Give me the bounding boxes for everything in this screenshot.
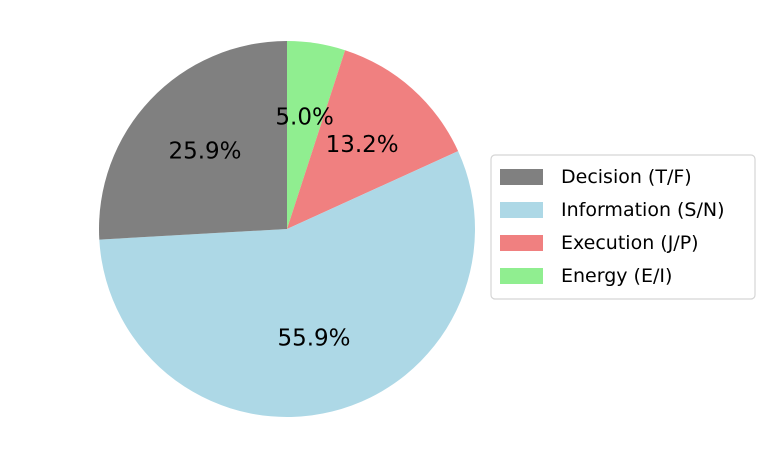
pie-slice-decision-t-f	[98, 41, 287, 240]
legend-label-decision-t-f: Decision (T/F)	[561, 166, 692, 188]
slices-layer	[98, 41, 475, 418]
labels-layer: 5.0%13.2% 55.9% 25.9%	[168, 105, 398, 352]
legend-swatch-information-s-n	[500, 202, 543, 218]
slice-label-decision-t-f: 25.9%	[168, 139, 241, 165]
slice-label-energy-e-i: 5.0%	[275, 105, 333, 131]
legend-frame	[490, 154, 756, 300]
pie-slice-energy-e-i	[287, 41, 346, 229]
legend-entry-decision-t-f: Decision (T/F)	[500, 166, 692, 188]
legend-label-information-s-n: Information (S/N)	[561, 199, 725, 221]
legend-label-execution-j-p: Execution (J/P)	[561, 232, 699, 254]
legend-entry-energy-e-i: Energy (E/I)	[500, 265, 672, 287]
legend-entry-execution-j-p: Execution (J/P)	[500, 232, 699, 254]
legend-label-energy-e-i: Energy (E/I)	[561, 265, 672, 287]
legend-swatch-energy-e-i	[500, 268, 543, 284]
slice-label-execution-j-p: 13.2%	[326, 132, 399, 158]
slice-label-information-s-n: 55.9%	[277, 326, 350, 352]
legend-entry-information-s-n: Information (S/N)	[500, 199, 725, 221]
pie-slice-execution-j-p	[287, 50, 459, 230]
legend-swatch-decision-t-f	[500, 169, 543, 185]
legend: Decision (T/F) Information (S/N) Execution…	[490, 154, 756, 300]
legend-swatch-execution-j-p	[500, 235, 543, 251]
pie-slice-information-s-n	[99, 151, 475, 418]
